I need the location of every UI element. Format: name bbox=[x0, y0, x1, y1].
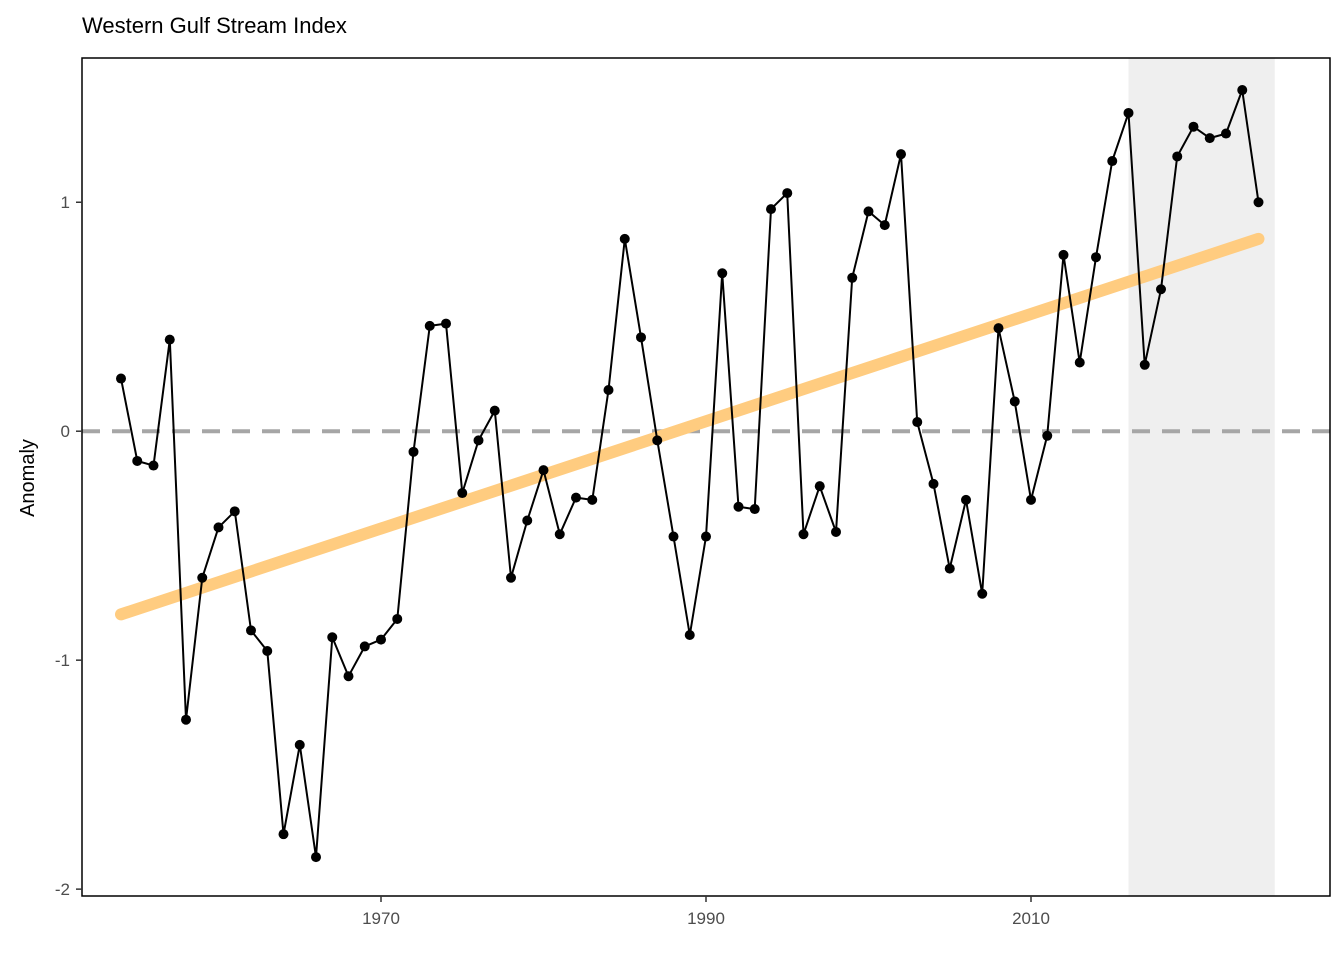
data-point bbox=[1156, 284, 1166, 295]
trend-line bbox=[115, 232, 1265, 621]
data-point bbox=[408, 446, 419, 457]
data-point bbox=[749, 504, 760, 515]
data-point bbox=[1237, 85, 1248, 96]
data-point bbox=[717, 268, 728, 279]
data-point bbox=[1139, 359, 1150, 370]
data-point bbox=[1009, 396, 1020, 407]
plot-background bbox=[82, 58, 1330, 896]
data-point bbox=[571, 492, 581, 503]
data-point bbox=[197, 572, 208, 583]
data-point bbox=[1221, 128, 1231, 139]
data-point bbox=[766, 204, 776, 215]
data-point bbox=[1074, 357, 1085, 368]
highlight-rect bbox=[1128, 58, 1275, 896]
data-point bbox=[928, 478, 939, 489]
data-point bbox=[636, 332, 646, 343]
data-point bbox=[473, 435, 484, 446]
data-point bbox=[1123, 107, 1134, 118]
y-tick-label: 0 bbox=[61, 422, 70, 441]
data-point bbox=[1091, 252, 1101, 263]
y-tick-label: -2 bbox=[55, 880, 70, 899]
data-point bbox=[506, 572, 516, 583]
data-point bbox=[782, 188, 793, 199]
data-point bbox=[311, 852, 321, 863]
trend-segment bbox=[115, 232, 1265, 621]
data-point bbox=[961, 494, 971, 505]
data-point bbox=[993, 323, 1004, 334]
plot-area bbox=[82, 58, 1330, 896]
data-point bbox=[1253, 197, 1264, 208]
x-axis: 1970 1990 2010 bbox=[362, 896, 1050, 928]
data-point bbox=[668, 531, 679, 542]
data-point bbox=[847, 272, 858, 283]
data-point bbox=[587, 494, 598, 505]
data-point bbox=[424, 320, 435, 331]
data-point bbox=[701, 531, 711, 542]
chart-title: Western Gulf Stream Index bbox=[82, 13, 347, 38]
data-point bbox=[132, 455, 143, 466]
data-point bbox=[798, 529, 809, 540]
data-point bbox=[148, 460, 159, 471]
data-point bbox=[246, 625, 256, 636]
data-point bbox=[229, 506, 240, 517]
data-point bbox=[1058, 249, 1069, 260]
data-point bbox=[538, 465, 549, 476]
data-point bbox=[262, 646, 273, 657]
y-axis: -2 -1 0 1 bbox=[55, 193, 82, 899]
data-point bbox=[116, 373, 126, 384]
data-point bbox=[441, 318, 451, 329]
data-point bbox=[733, 501, 744, 512]
data-point bbox=[327, 632, 338, 643]
data-point bbox=[619, 233, 630, 244]
x-tick-label: 1970 bbox=[362, 909, 400, 928]
data-point bbox=[863, 206, 874, 217]
data-point bbox=[294, 739, 305, 750]
data-point bbox=[879, 220, 890, 231]
data-point bbox=[896, 149, 906, 160]
data-point bbox=[522, 515, 533, 526]
data-point bbox=[343, 671, 354, 682]
data-point bbox=[1107, 156, 1118, 167]
series-layer bbox=[116, 85, 1264, 863]
data-point bbox=[213, 522, 224, 533]
x-tick-label: 1990 bbox=[687, 909, 725, 928]
data-point bbox=[944, 563, 955, 574]
y-tick-label: 1 bbox=[61, 193, 70, 212]
data-point bbox=[181, 714, 191, 725]
data-point bbox=[392, 613, 403, 624]
data-point bbox=[376, 634, 386, 645]
data-point bbox=[554, 529, 565, 540]
data-point bbox=[912, 417, 923, 428]
data-point bbox=[359, 641, 370, 652]
data-point bbox=[814, 481, 825, 492]
data-point bbox=[1172, 151, 1183, 162]
data-point bbox=[1042, 430, 1053, 441]
data-point bbox=[684, 629, 695, 640]
y-axis-label: Anomaly bbox=[17, 439, 39, 517]
data-point bbox=[1188, 121, 1199, 132]
data-point bbox=[164, 334, 175, 345]
y-tick-label: -1 bbox=[55, 651, 70, 670]
highlight-band bbox=[1128, 58, 1275, 896]
data-point bbox=[278, 829, 289, 840]
data-point bbox=[489, 405, 500, 416]
x-tick-label: 2010 bbox=[1012, 909, 1050, 928]
data-point bbox=[977, 588, 988, 599]
data-point bbox=[457, 488, 468, 499]
data-point bbox=[652, 435, 663, 446]
data-point bbox=[831, 526, 841, 537]
data-point bbox=[603, 384, 614, 395]
data-point bbox=[1204, 133, 1215, 144]
data-point bbox=[1026, 494, 1036, 505]
